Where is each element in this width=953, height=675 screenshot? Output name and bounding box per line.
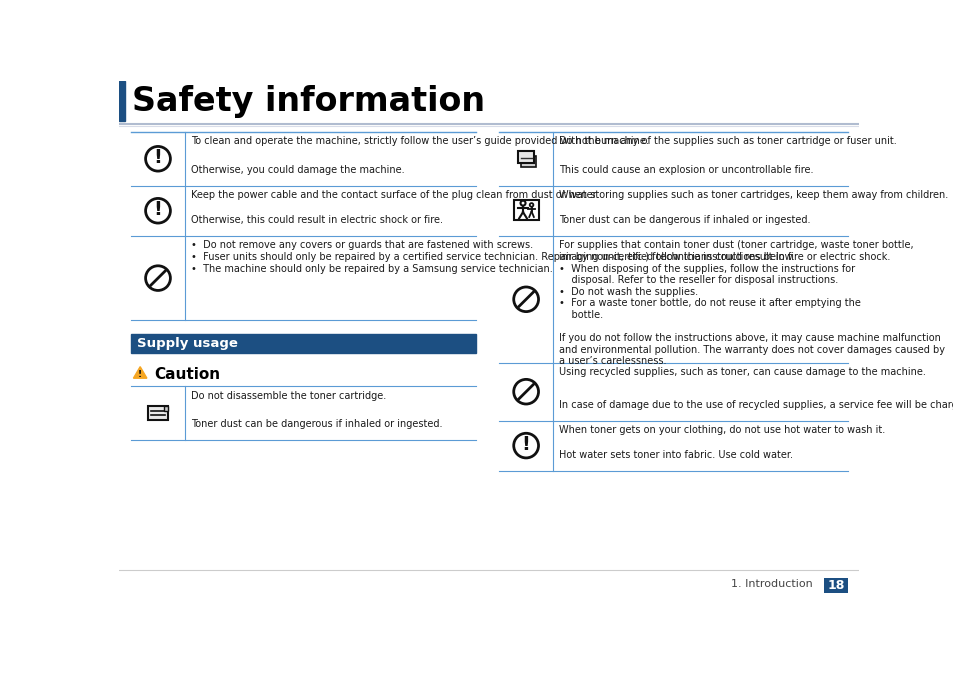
Text: This could cause an explosion or uncontrollable fire.: This could cause an explosion or uncontr… — [558, 165, 812, 175]
Text: Otherwise, you could damage the machine.: Otherwise, you could damage the machine. — [191, 165, 404, 175]
Text: Keep the power cable and the contact surface of the plug clean from dust or wate: Keep the power cable and the contact sur… — [191, 190, 598, 200]
Bar — [520, 157, 536, 167]
Bar — [148, 406, 168, 420]
Text: In case of damage due to the use of recycled supplies, a service fee will be cha: In case of damage due to the use of recy… — [558, 400, 953, 410]
Text: For supplies that contain toner dust (toner cartridge, waste toner bottle, imagi: For supplies that contain toner dust (to… — [558, 240, 943, 367]
Bar — [164, 406, 168, 411]
Text: Otherwise, this could result in electric shock or fire.: Otherwise, this could result in electric… — [191, 215, 442, 225]
Bar — [131, 334, 476, 353]
Text: Toner dust can be dangerous if inhaled or ingested.: Toner dust can be dangerous if inhaled o… — [191, 419, 441, 429]
Text: Safety information: Safety information — [132, 84, 484, 117]
Text: Caution: Caution — [154, 367, 220, 382]
Polygon shape — [133, 367, 147, 378]
Text: 18: 18 — [826, 579, 844, 592]
Text: When toner gets on your clothing, do not use hot water to wash it.: When toner gets on your clothing, do not… — [558, 425, 884, 435]
Text: 1. Introduction: 1. Introduction — [731, 578, 812, 589]
Text: To clean and operate the machine, strictly follow the user’s guide provided with: To clean and operate the machine, strict… — [191, 136, 648, 146]
Bar — [517, 151, 534, 163]
Text: !: ! — [138, 370, 142, 379]
Bar — [119, 81, 125, 121]
Text: !: ! — [153, 148, 162, 167]
Text: •  Do not remove any covers or guards that are fastened with screws.
•  Fuser un: • Do not remove any covers or guards tha… — [191, 240, 889, 273]
Text: !: ! — [521, 435, 530, 454]
Text: Supply usage: Supply usage — [137, 337, 237, 350]
Text: Toner dust can be dangerous if inhaled or ingested.: Toner dust can be dangerous if inhaled o… — [558, 215, 809, 225]
Text: Hot water sets toner into fabric. Use cold water.: Hot water sets toner into fabric. Use co… — [558, 450, 792, 460]
Text: Using recycled supplies, such as toner, can cause damage to the machine.: Using recycled supplies, such as toner, … — [558, 367, 924, 377]
Text: Do not disassemble the toner cartridge.: Do not disassemble the toner cartridge. — [191, 391, 385, 400]
Text: !: ! — [153, 200, 162, 219]
Text: When storing supplies such as toner cartridges, keep them away from children.: When storing supplies such as toner cart… — [558, 190, 947, 200]
Bar — [513, 200, 538, 220]
Text: Do not burn any of the supplies such as toner cartridge or fuser unit.: Do not burn any of the supplies such as … — [558, 136, 896, 146]
FancyBboxPatch shape — [823, 578, 847, 593]
